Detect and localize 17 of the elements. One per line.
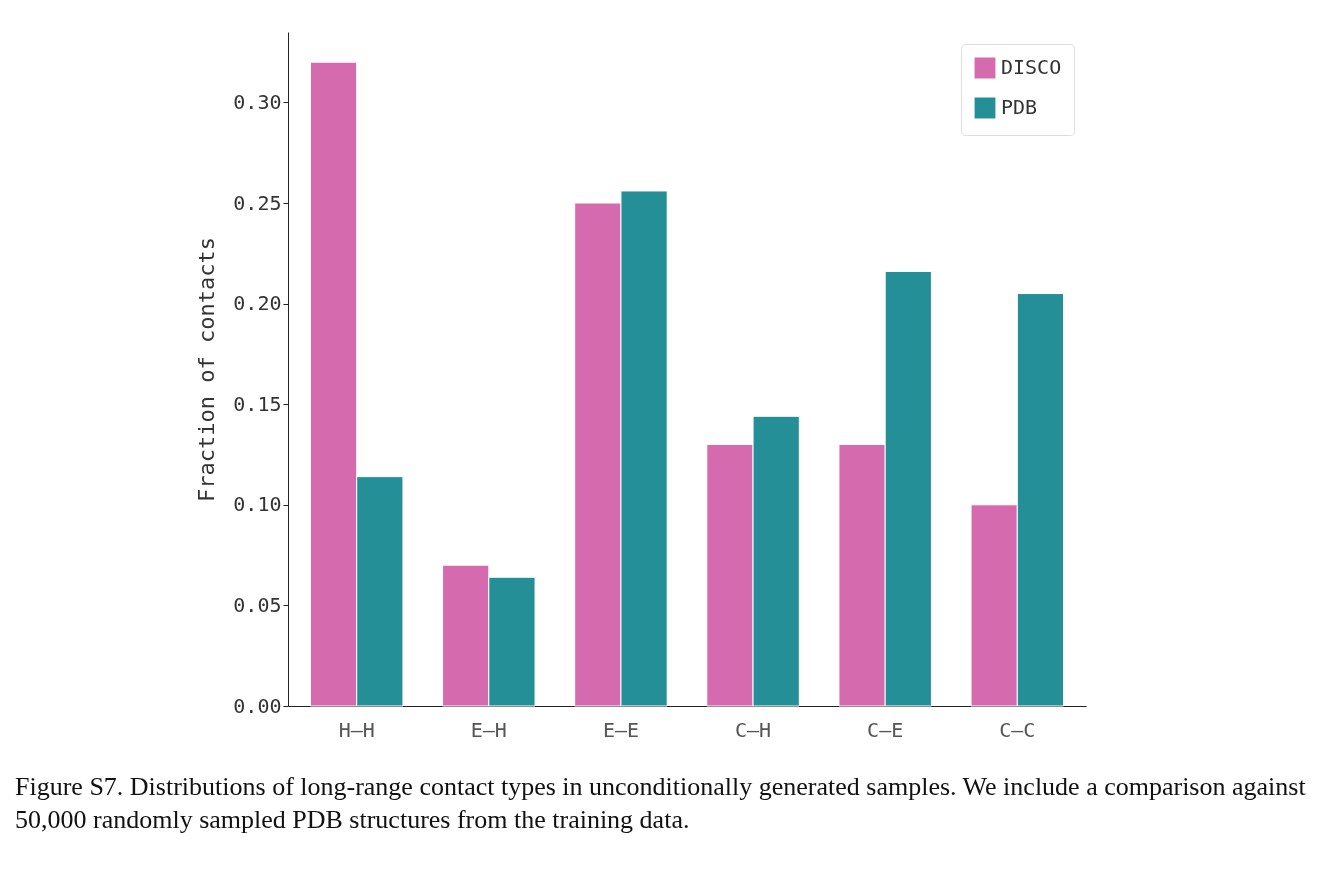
legend-label: DISCO [1001,55,1062,79]
y-tick-label: 0.05 [233,592,282,617]
x-tick-label: C–H [735,717,772,742]
y-tick-label: 0.15 [233,391,282,416]
x-tick-label: H–H [338,717,375,742]
x-tick-label: E–H [470,717,507,742]
y-tick-label: 0.20 [233,291,282,316]
y-tick-label: 0.30 [233,89,282,114]
x-tick-label: C–C [999,717,1036,742]
y-tick-label: 0.25 [233,190,282,215]
y-tick-label: 0.10 [233,492,282,517]
legend-label: PDB [1001,95,1038,119]
y-axis-title: Fraction of contacts [194,237,220,502]
y-tick-label: 0.00 [233,693,282,718]
caption: Figure S7. Distributions of long-range contact types in unconditionally generated samples. We include a comparison against 50,000 randomly sampled PDB structures from the training data. [15,771,1307,836]
x-tick-label: E–E [602,717,639,742]
x-tick-label: C–E [867,717,904,742]
